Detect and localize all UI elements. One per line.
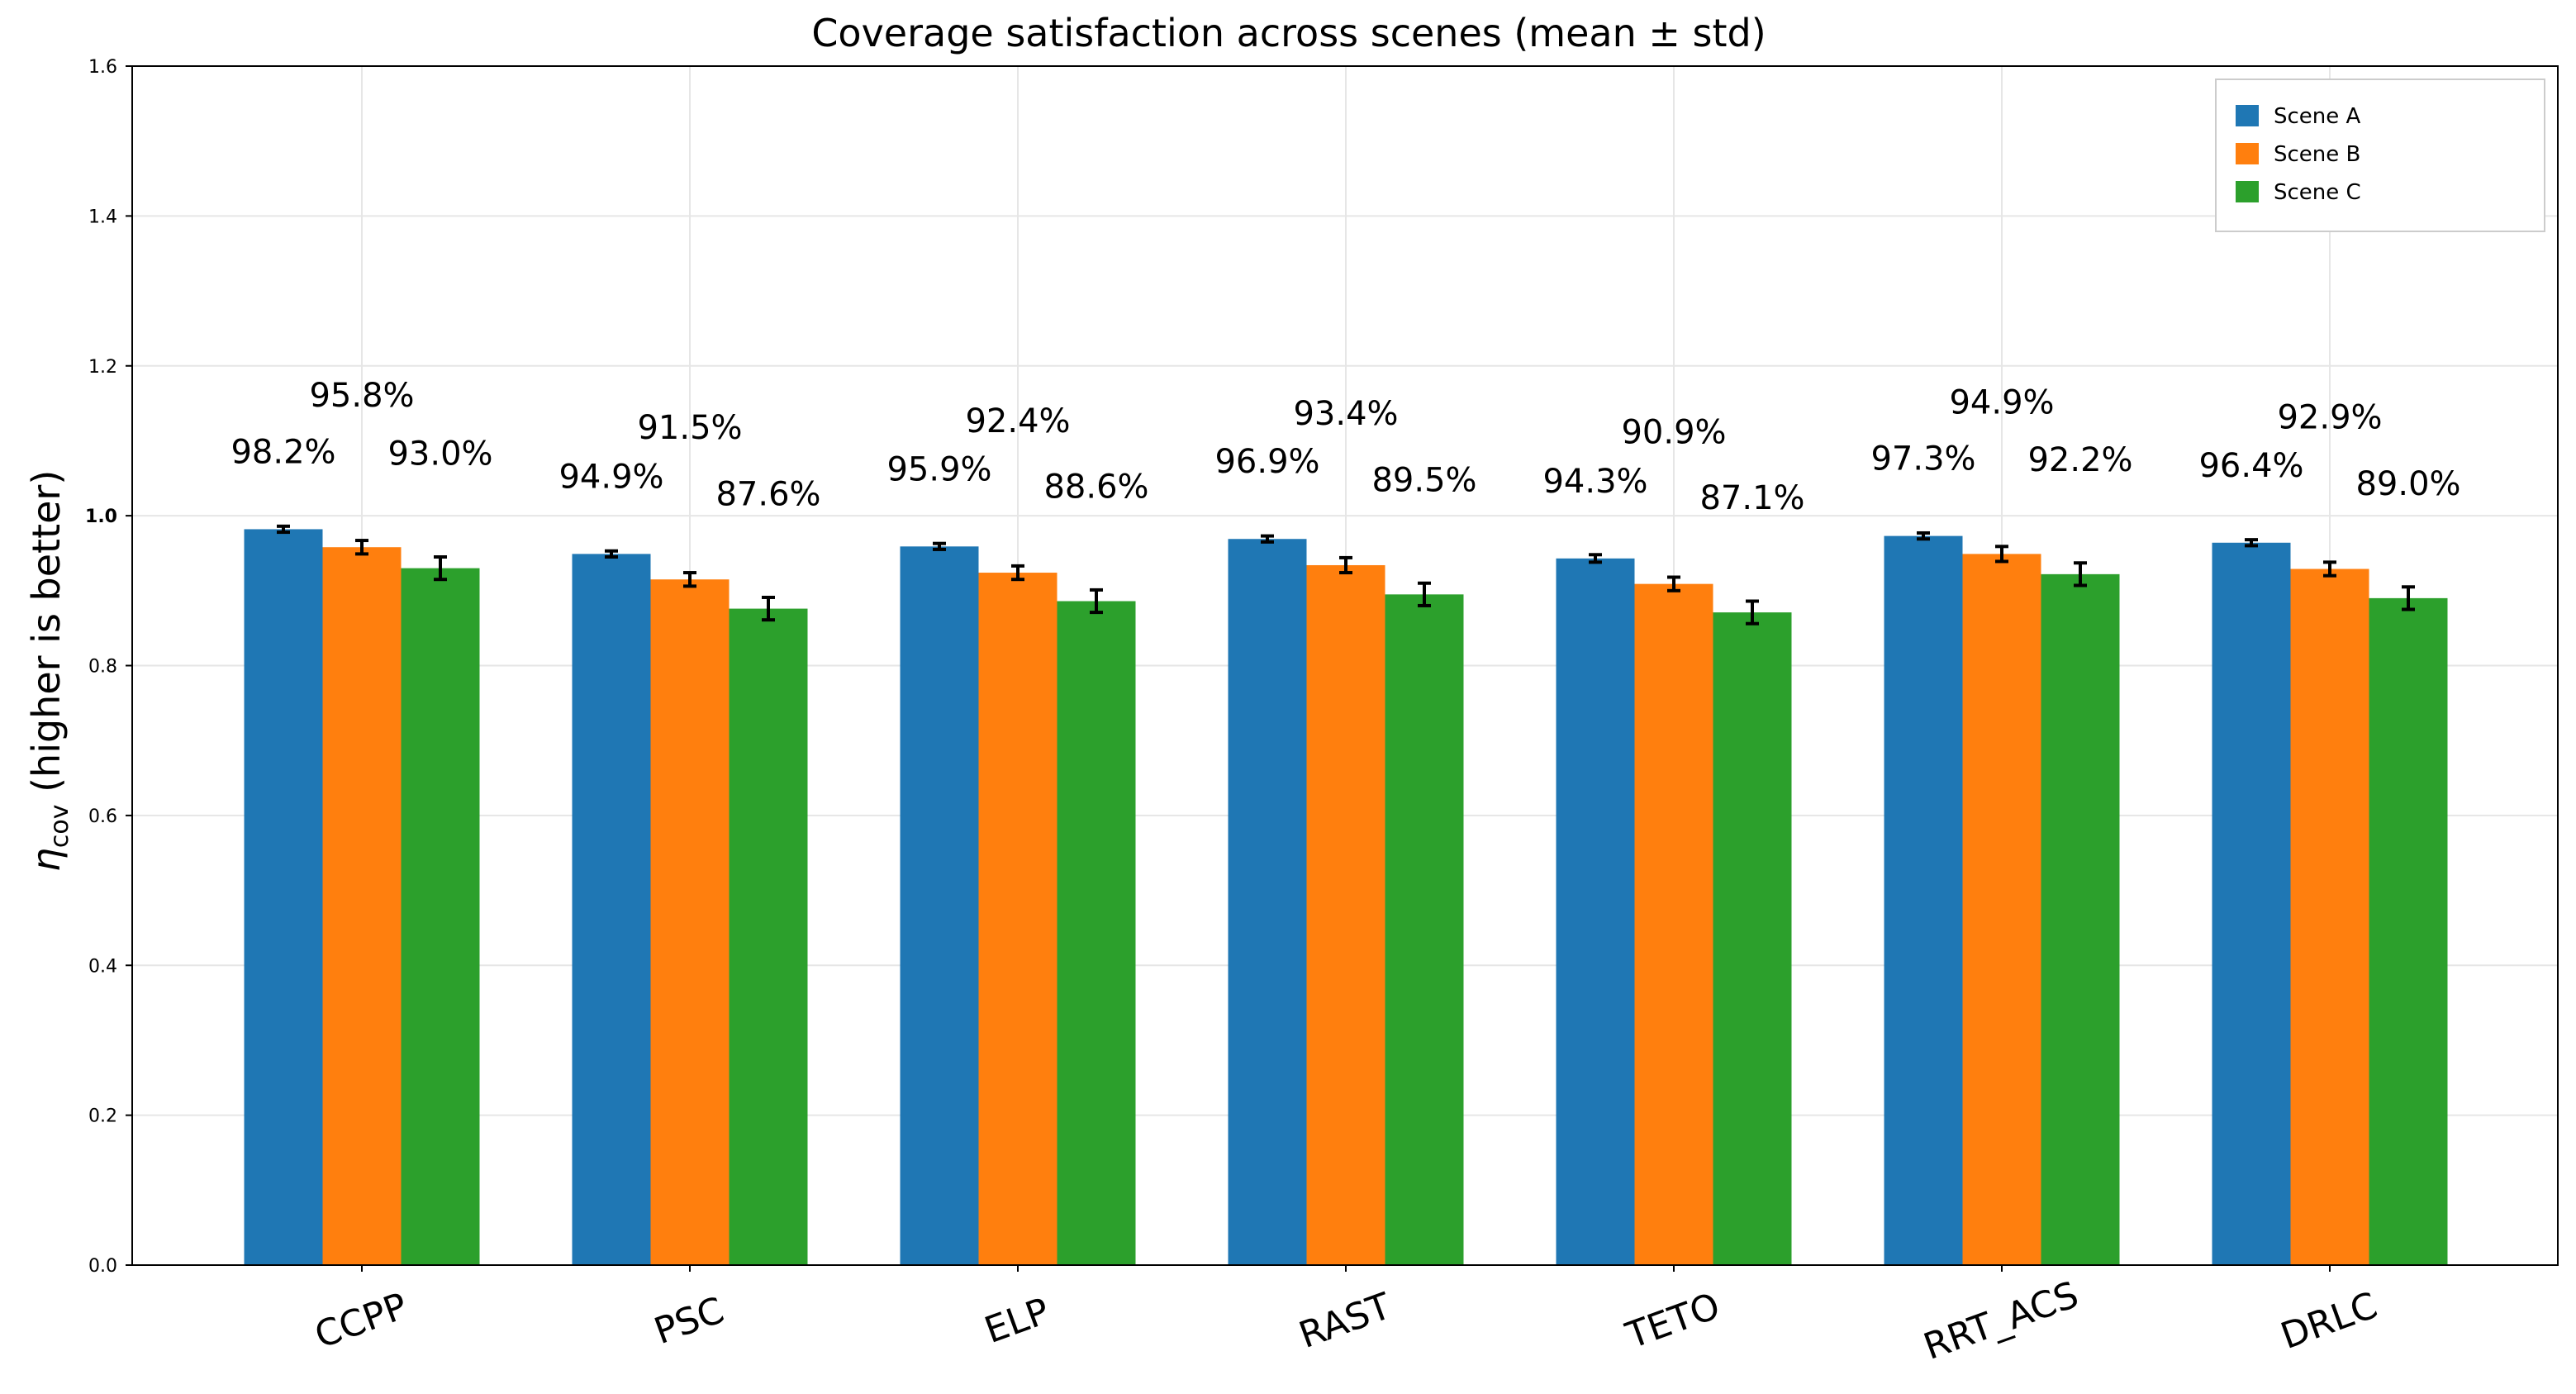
legend-entry: Scene C (2274, 180, 2361, 205)
bar-scene-b (650, 579, 730, 1265)
data-label: 87.1% (1699, 479, 1804, 517)
bar-scene-a (2212, 542, 2291, 1265)
y-tick-label: 1.0 (85, 507, 117, 527)
x-tick-label: CCPP (310, 1285, 413, 1357)
data-label: 92.2% (2027, 441, 2132, 479)
data-label: 96.9% (1214, 443, 1319, 481)
y-tick-label: 0.4 (88, 956, 117, 977)
bar-scene-a (572, 554, 651, 1265)
bar-scene-c (1713, 612, 1792, 1265)
bars (244, 529, 2448, 1265)
bar-scene-a (1556, 558, 1635, 1265)
x-tick-label: TETO (1620, 1285, 1726, 1358)
data-label: 93.4% (1293, 395, 1398, 433)
error-bars (277, 524, 2415, 626)
y-axis-label-suffix: (higher is better) (24, 470, 69, 805)
legend-swatch (2236, 181, 2259, 202)
data-label: 91.5% (637, 409, 742, 447)
bar-scene-c (2369, 597, 2448, 1265)
data-label: 87.6% (715, 476, 820, 514)
data-label: 89.5% (1371, 461, 1476, 499)
data-label: 90.9% (1621, 414, 1726, 452)
bar-scene-c (1385, 594, 1464, 1265)
data-label: 94.9% (558, 458, 663, 496)
y-tick-label: 0.0 (88, 1256, 117, 1277)
legend-swatch (2236, 105, 2259, 126)
data-label: 88.6% (1043, 469, 1148, 507)
y-axis-label-subscript: cov (45, 805, 74, 849)
bar-scene-a (244, 529, 323, 1265)
legend-entry: Scene A (2274, 104, 2361, 129)
bar-scene-b (322, 547, 402, 1265)
bar-scene-c (729, 608, 808, 1265)
x-tick-label: ELP (979, 1290, 1055, 1352)
bar-scene-b (1306, 564, 1385, 1265)
legend-swatch (2236, 143, 2259, 164)
chart-title: Coverage satisfaction across scenes (mea… (811, 11, 1766, 55)
bar-scene-a (1884, 535, 1963, 1265)
data-label: 89.0% (2355, 465, 2460, 503)
x-tick-label: RAST (1294, 1285, 1396, 1357)
y-axis-label: ηcov (higher is better) (24, 470, 74, 873)
y-tick-label: 1.6 (88, 57, 117, 78)
data-label: 98.2% (231, 433, 335, 471)
data-label: 96.4% (2198, 447, 2303, 485)
data-label: 97.3% (1870, 440, 1975, 478)
legend: Scene A Scene B Scene C (2215, 79, 2545, 232)
x-tick-label: DRLC (2275, 1284, 2383, 1358)
legend-box (2215, 79, 2545, 232)
y-tick-label: 1.4 (88, 207, 117, 227)
data-label: 95.9% (886, 450, 991, 488)
data-label: 92.4% (965, 402, 1070, 440)
data-label: 93.0% (387, 435, 492, 473)
bar-scene-c (401, 568, 480, 1265)
legend-entry: Scene B (2274, 142, 2360, 167)
data-label: 94.9% (1949, 383, 2054, 421)
x-tick-label: PSC (649, 1289, 729, 1353)
data-labels: 98.2% 94.9% 95.9% 96.9% 94.3% 97.3% 96.4% 95.8%… (231, 377, 2460, 517)
bar-scene-b (1962, 554, 2041, 1265)
bar-scene-b (1634, 583, 1713, 1265)
bar-scene-a (900, 546, 979, 1265)
y-tick-label: 0.8 (88, 657, 117, 678)
y-tick-label: 0.2 (88, 1106, 117, 1127)
bar-scene-b (978, 573, 1057, 1265)
data-label: 95.8% (309, 377, 414, 415)
data-label: 94.3% (1542, 463, 1647, 501)
y-tick-label: 0.6 (88, 806, 117, 827)
x-tick-label: RRT_ACS (1918, 1273, 2084, 1368)
y-tick-label: 1.2 (88, 357, 117, 378)
y-axis-label-symbol: η (24, 848, 69, 872)
bar-scene-a (1228, 539, 1307, 1265)
data-label: 92.9% (2277, 399, 2382, 437)
bar-scene-b (2290, 569, 2369, 1265)
bar-scene-c (1057, 601, 1136, 1265)
bar-scene-c (2041, 573, 2120, 1265)
